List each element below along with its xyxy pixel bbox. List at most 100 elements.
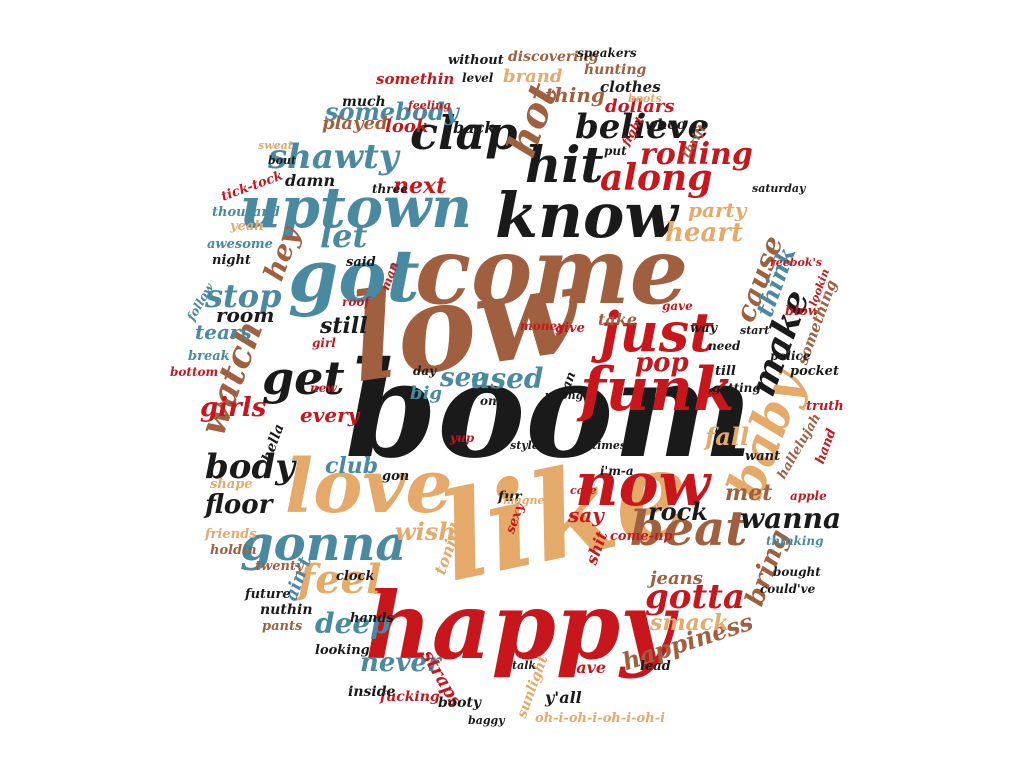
word-next: next xyxy=(393,173,447,199)
word-played: played xyxy=(322,113,388,134)
word-gave: gave xyxy=(662,299,693,313)
word-wish: wish xyxy=(395,517,456,546)
word-fucking: fucking xyxy=(380,689,440,705)
word-im-a: i'm-a xyxy=(600,464,634,478)
word-fur: fur xyxy=(498,489,522,505)
word-yeah: yeah xyxy=(230,219,264,234)
word-still: still xyxy=(320,313,368,339)
word-jeans: jeans xyxy=(650,568,703,589)
word-till: till xyxy=(715,364,736,379)
word-friends: friends xyxy=(205,527,257,542)
word-booty: booty xyxy=(438,695,482,711)
word-need: need xyxy=(708,339,741,353)
word-much: much xyxy=(342,94,386,110)
word-look: look xyxy=(385,116,429,137)
word-couldve: could've xyxy=(760,582,816,596)
word-deep: deep xyxy=(315,607,390,640)
word-shawty: shawty xyxy=(268,137,399,177)
word-somebody: somebody xyxy=(325,97,459,126)
word-happy: happy xyxy=(365,572,674,680)
word-feeling: feeling xyxy=(408,99,451,112)
word-hunting: hunting xyxy=(584,62,647,78)
word-along: along xyxy=(600,157,713,199)
word-gotta: gotta xyxy=(645,577,745,617)
word-hit: hit xyxy=(525,135,604,194)
word-yup: yup xyxy=(450,431,475,445)
word-discovering: discovering xyxy=(508,49,599,65)
word-police: police xyxy=(770,349,811,363)
word-way: way xyxy=(690,321,718,336)
word-beat: beat xyxy=(630,501,748,557)
word-roof: roof xyxy=(342,295,370,309)
word-leave: leave xyxy=(560,658,607,677)
word-clothes: clothes xyxy=(600,78,661,96)
word-girls: girls xyxy=(200,393,267,423)
word-reeboks: reebok's xyxy=(770,256,823,269)
word-stop: stop xyxy=(205,277,282,315)
word-met: met xyxy=(725,480,773,506)
word-fall: fall xyxy=(705,422,750,451)
word-know: know xyxy=(495,179,678,252)
word-baggy: baggy xyxy=(468,714,505,727)
word-talk: talk xyxy=(512,659,537,672)
word-whoo: whoo xyxy=(645,117,686,133)
word-big: big xyxy=(410,383,443,404)
word-get: get xyxy=(262,351,345,405)
word-damn: damn xyxy=(285,171,336,190)
word-just: just xyxy=(600,300,715,364)
word-without: without xyxy=(448,53,504,68)
word-every: every xyxy=(300,403,360,427)
word-speakers: speakers xyxy=(577,46,637,60)
word-thinking: thinking xyxy=(766,534,824,548)
word-twenty: twenty xyxy=(255,559,304,574)
word-come: come xyxy=(415,217,689,325)
word-getting: getting xyxy=(712,381,761,395)
word-body: body xyxy=(205,447,295,487)
word-clap: clap xyxy=(410,106,518,160)
word-said: said xyxy=(346,255,376,270)
word-bout: bout xyxy=(268,154,297,167)
word-rock: rock xyxy=(648,497,708,526)
word-bottom: bottom xyxy=(170,365,219,379)
word-feel: feel xyxy=(298,556,382,603)
word-lead: lead xyxy=(640,659,671,674)
word-club: club xyxy=(325,453,379,479)
word-rolling: rolling xyxy=(640,137,753,172)
word-clock: clock xyxy=(336,569,375,584)
word-wanna: wanna xyxy=(740,502,842,535)
word-back: back xyxy=(453,118,496,137)
word-boom: boom xyxy=(345,333,754,488)
word-shape: shape xyxy=(210,477,253,492)
word-one: one xyxy=(480,394,505,408)
word-boots: boots xyxy=(628,92,662,105)
word-give: give xyxy=(555,321,585,336)
word-say: say xyxy=(568,503,604,527)
word-blow: blow xyxy=(785,304,819,319)
word-hands: hands xyxy=(350,611,394,626)
word-heart: heart xyxy=(665,218,743,248)
word-truth: truth xyxy=(806,399,844,414)
word-level: level xyxy=(462,71,494,85)
word-uptown: uptown xyxy=(240,175,473,241)
word-put: put xyxy=(604,144,627,158)
word-future: future xyxy=(245,587,291,602)
word-yall: y'all xyxy=(545,688,582,707)
word-party: party xyxy=(688,198,747,222)
word-apple: apple xyxy=(790,489,827,503)
word-brand: brand xyxy=(503,66,563,87)
word-style: style xyxy=(510,439,539,452)
word-somethin: somethin xyxy=(376,70,455,88)
word-three: three xyxy=(372,182,408,196)
word-new: new xyxy=(310,381,337,395)
word-awesome: awesome xyxy=(207,237,273,252)
word-pop: pop xyxy=(635,348,689,378)
word-got: got xyxy=(288,233,420,318)
word-pocket: pocket xyxy=(790,364,839,379)
word-thing: thing xyxy=(545,83,605,107)
word-hand: hand xyxy=(812,426,840,467)
word-wrong: wrong xyxy=(545,389,584,402)
word-gon: gon xyxy=(382,469,410,484)
word-see: see xyxy=(440,363,488,393)
word-bought: bought xyxy=(773,565,821,579)
